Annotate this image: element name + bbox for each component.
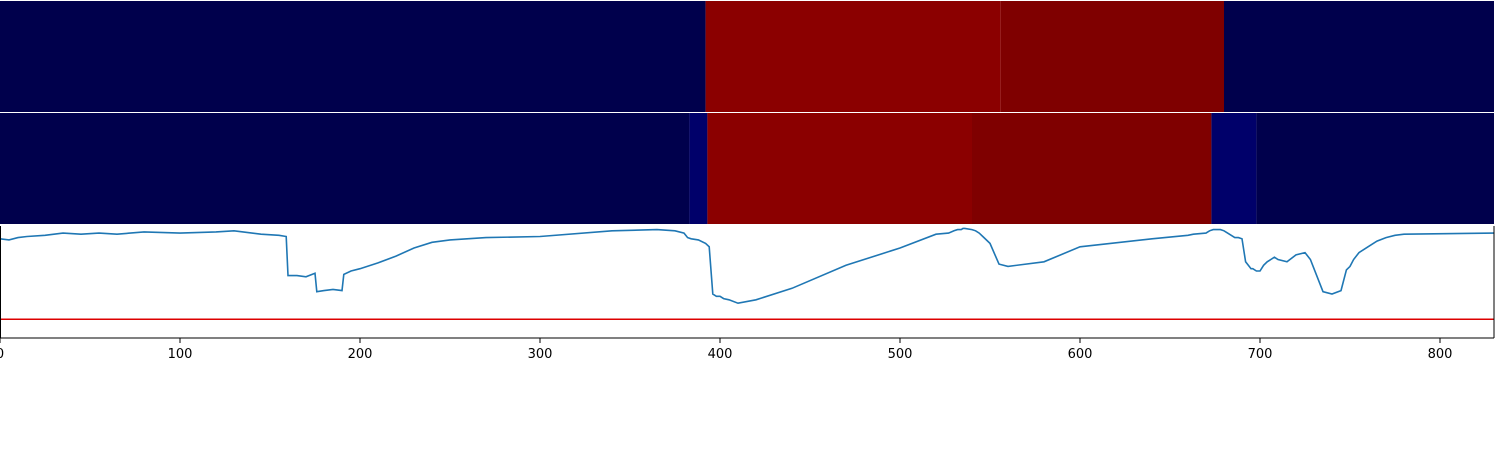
x-tick-label: 300: [528, 347, 553, 362]
heatmap-cell: [1000, 1, 1224, 112]
x-tick-label: 400: [708, 347, 733, 362]
heatmap-cell: [705, 1, 1001, 112]
heatmap-cell: [972, 113, 1212, 224]
heatmap-row-1: [0, 1, 1494, 112]
x-axis: 0 100 200 300 400 500 600 700 800: [0, 226, 1495, 362]
heatmap-row-2: [0, 113, 1494, 224]
heatmap-cell: [1256, 113, 1494, 224]
series-line: [0, 227, 1495, 305]
heatmap-cell: [0, 113, 690, 224]
x-tick-label: 0: [0, 347, 4, 362]
x-tick-label: 600: [1068, 347, 1093, 362]
x-tick-label: 500: [888, 347, 913, 362]
heatmap-cell: [0, 1, 706, 112]
x-tick-label: 800: [1428, 347, 1453, 362]
heatmap-cell: [1211, 113, 1257, 224]
heatmap-layer: [0, 1, 1500, 224]
heatmap-cell: [1224, 1, 1494, 112]
x-tick-label: 100: [168, 347, 193, 362]
x-tick-label: 200: [348, 347, 373, 362]
heatmap-cell: [689, 113, 708, 224]
line-panel: [0, 227, 1495, 321]
x-tick-label: 700: [1248, 347, 1273, 362]
heatmap-cell: [707, 113, 972, 224]
